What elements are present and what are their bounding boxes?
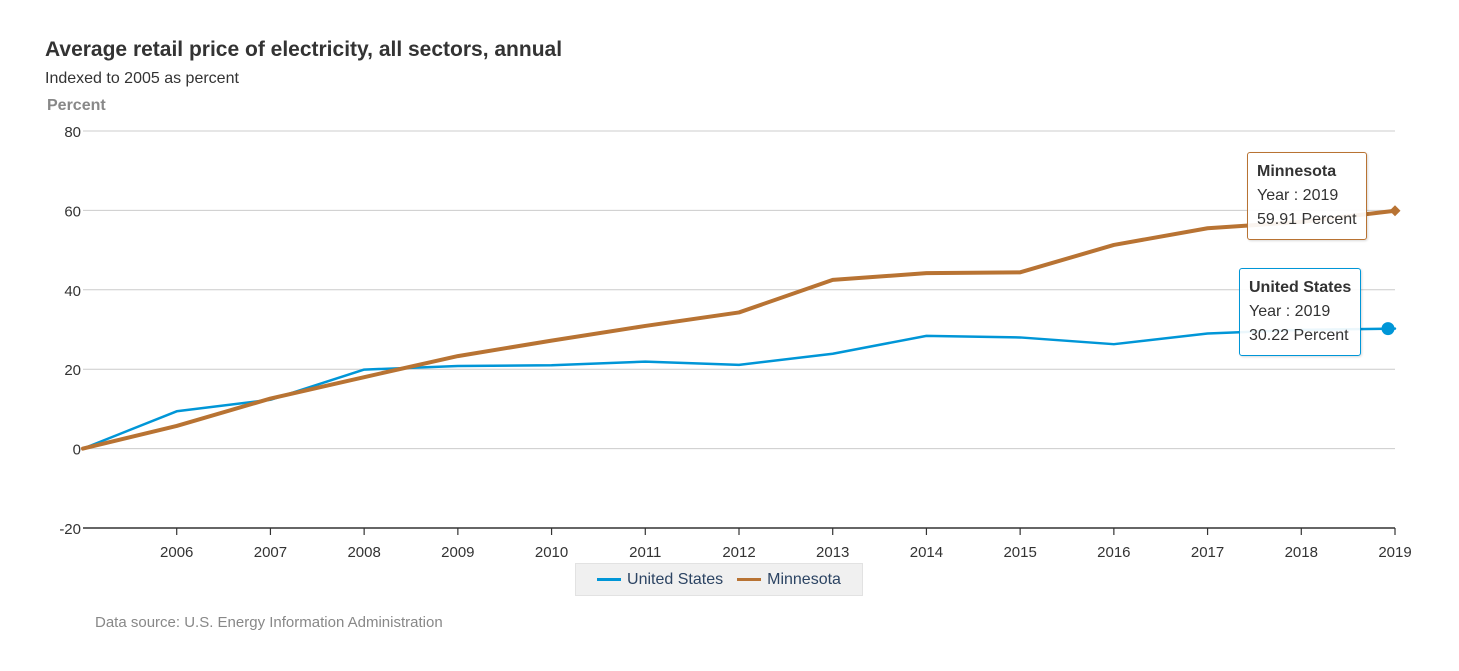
tooltip-value: 59.91 Percent: [1257, 211, 1357, 228]
y-tick-label: 60: [64, 203, 81, 220]
x-tick-label: 2006: [160, 544, 193, 561]
legend-item-united-states[interactable]: United States: [597, 571, 723, 589]
x-tick-label: 2013: [816, 544, 849, 561]
data-source-note: Data source: U.S. Energy Information Adm…: [95, 614, 443, 631]
x-tick-label: 2011: [629, 544, 661, 561]
chart-subtitle: Indexed to 2005 as percent: [45, 70, 239, 87]
series-markers: [1381, 205, 1401, 336]
legend-label: United States: [627, 570, 724, 588]
legend-item-minnesota[interactable]: Minnesota: [737, 571, 841, 589]
data-point-marker-united-states: [1381, 322, 1395, 336]
x-tick-label: 2017: [1191, 544, 1224, 561]
tooltip-series-name: Minnesota: [1257, 163, 1337, 180]
legend-swatch-icon: [597, 578, 622, 581]
tooltip-year: Year : 2019: [1249, 303, 1331, 320]
tooltip-value: 30.22 Percent: [1249, 327, 1349, 344]
legend-swatch-icon: [737, 578, 762, 581]
x-tick-label: 2009: [441, 544, 474, 561]
legend-label: Minnesota: [767, 570, 841, 588]
x-tick-label: 2014: [910, 544, 943, 561]
y-tick-label: 0: [73, 442, 81, 459]
y-tick-label: 40: [64, 283, 81, 300]
axes: -20 0 20 40 60 80 2006 2007 2008 2009 2010 2011 2012…: [59, 124, 1411, 561]
x-tick-label: 2015: [1003, 544, 1036, 561]
tooltip-united-states: United States Year : 2019 30.22 Percent: [1239, 268, 1362, 356]
data-point-marker-minnesota: [1389, 205, 1401, 217]
series-line-minnesota: [81, 208, 1397, 451]
y-tick-label: -20: [59, 521, 81, 538]
gridlines: [83, 130, 1395, 450]
tooltip-series-name: United States: [1249, 279, 1352, 296]
tooltip-year: Year : 2019: [1257, 187, 1339, 204]
y-tick-label: 80: [64, 124, 81, 141]
x-tick-label: 2012: [722, 544, 755, 561]
series-line-united-states: [81, 327, 1397, 450]
x-tick-label: 2010: [535, 544, 568, 561]
x-tick-label: 2008: [347, 544, 380, 561]
x-tick-label: 2007: [254, 544, 287, 561]
tooltip-minnesota: Minnesota Year : 2019 59.91 Percent: [1247, 152, 1367, 240]
y-axis-label: Percent: [47, 97, 106, 114]
x-tick-label: 2016: [1097, 544, 1130, 561]
y-tick-label: 20: [64, 362, 81, 379]
x-tick-label: 2019: [1378, 544, 1411, 561]
series-lines: [81, 208, 1397, 451]
chart-title: Average retail price of electricity, all…: [45, 38, 563, 61]
chart-legend: United States Minnesota: [575, 563, 863, 596]
x-tick-label: 2018: [1285, 544, 1318, 561]
